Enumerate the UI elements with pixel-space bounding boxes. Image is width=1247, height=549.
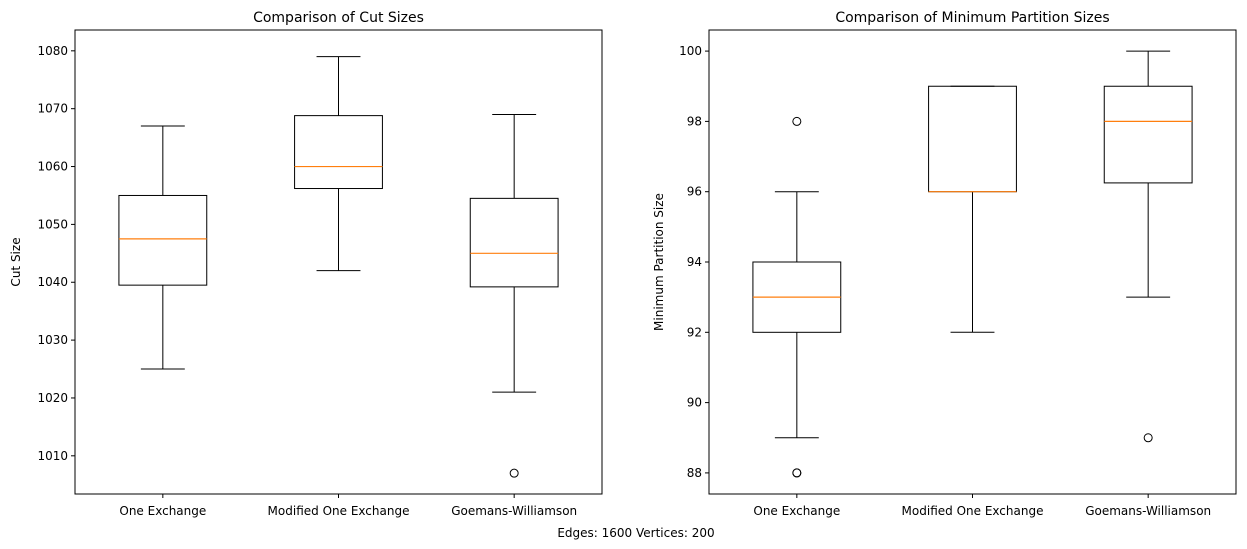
cut-x-tick-label: One Exchange (119, 504, 206, 518)
outlier-point (792, 116, 802, 126)
cut-y-tick-label: 1080 (37, 44, 68, 58)
partition-y-tick-label: 98 (687, 114, 702, 128)
partition-chart-title: Comparison of Minimum Partition Sizes (835, 10, 1109, 26)
partition-y-tick-label: 88 (687, 466, 702, 480)
outlier-point (509, 468, 519, 478)
cut-size-panel: Comparison of Cut Sizes Cut Size 1010 1020 1… (9, 10, 603, 518)
iqr-box (1103, 85, 1193, 184)
partition-box-group (752, 116, 842, 478)
cut-y-tick-label: 1060 (37, 160, 68, 174)
cut-y-axis-label: Cut Size (9, 237, 23, 286)
cut-x-tick-label: Goemans-Williamson (451, 504, 577, 518)
cut-y-tick-label: 1070 (37, 102, 68, 116)
cut-box-group (118, 125, 208, 370)
iqr-box (928, 85, 1017, 193)
outlier-point (792, 468, 802, 478)
partition-y-tick-label: 90 (687, 396, 702, 410)
cut-chart-title: Comparison of Cut Sizes (253, 10, 424, 26)
outlier-point (1143, 433, 1153, 443)
partition-box-group (928, 85, 1017, 333)
cut-y-tick-label: 1010 (37, 449, 68, 463)
cut-y-tick-label: 1040 (37, 275, 68, 289)
cut-y-tick-label: 1030 (37, 333, 68, 347)
cut-y-tick-label: 1020 (37, 391, 68, 405)
cut-y-tick-label: 1050 (37, 217, 68, 231)
partition-y-tick-label: 96 (687, 185, 702, 199)
partition-size-panel: Comparison of Minimum Partition Sizes Min… (652, 10, 1237, 518)
cut-box-group (294, 56, 383, 272)
iqr-box (294, 115, 383, 190)
partition-x-tick-label: Goemans-Williamson (1085, 504, 1211, 518)
partition-x-tick-label: Modified One Exchange (902, 504, 1044, 518)
cut-x-tick-label: Modified One Exchange (268, 504, 410, 518)
iqr-box (469, 197, 559, 288)
partition-y-tick-label: 92 (687, 325, 702, 339)
figure-footer: Edges: 1600 Vertices: 200 (557, 526, 714, 540)
partition-y-tick-label: 94 (687, 255, 702, 269)
iqr-box (118, 194, 208, 286)
partition-x-tick-label: One Exchange (753, 504, 840, 518)
partition-y-axis-label: Minimum Partition Size (652, 193, 666, 331)
partition-y-tick-label: 100 (679, 44, 702, 58)
partition-box-group (1103, 50, 1193, 443)
cut-box-group (469, 113, 559, 478)
